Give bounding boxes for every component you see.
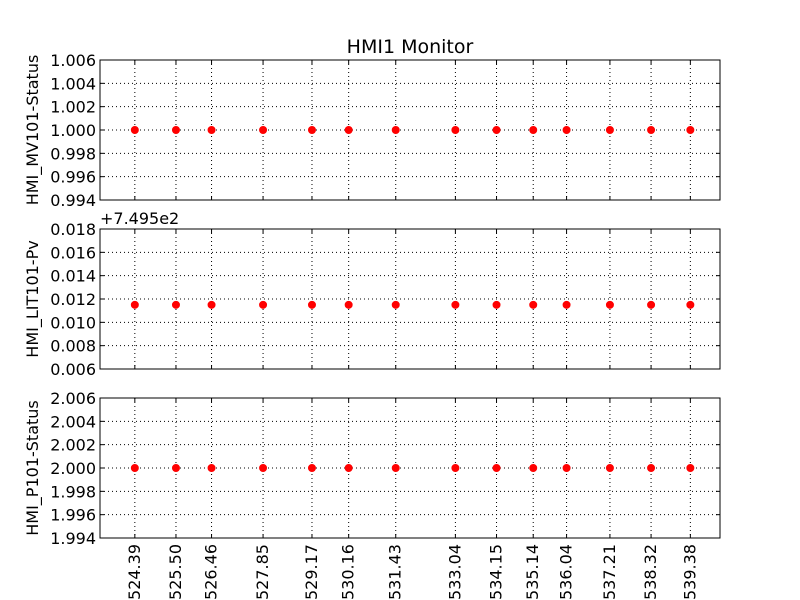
chart-title: HMI1 Monitor (347, 36, 474, 58)
panel-2-ytick-label: 0.010 (50, 313, 96, 332)
panel-2-offset-text: +7.495e2 (100, 209, 179, 228)
panel-2: 0.006 0.008 0.010 0.012 0.014 0.016 0.018 HMI_L… (23, 209, 721, 379)
x-tick-label: 527.85 (253, 544, 272, 600)
panel-1-point (686, 126, 695, 134)
panel-2-ytick-label: 0.018 (50, 220, 96, 239)
panel-3-point (451, 464, 460, 472)
panel-1-ylabel: HMI_MV101-Status (23, 55, 43, 206)
panel-2-ytick-label: 0.016 (50, 243, 96, 262)
panel-3-point (207, 464, 216, 472)
panel-2-point (130, 300, 139, 309)
panel-2-point (647, 300, 656, 309)
panel-1-point (562, 126, 571, 134)
panel-1-point (344, 126, 353, 134)
panel-1-point (647, 126, 656, 134)
panel-3-point (259, 464, 268, 472)
panel-1-point (391, 126, 400, 134)
panel-2-ytick-label: 0.012 (50, 290, 96, 309)
panel-2-point (391, 300, 400, 309)
panel-1-point (529, 126, 538, 134)
panel-3-ytick-label: 1.994 (50, 529, 96, 548)
x-tick-label: 534.15 (487, 544, 506, 600)
panel-3-frame (99, 397, 721, 539)
x-tick-label: 533.04 (445, 544, 464, 600)
x-tick-label: 536.04 (557, 544, 576, 600)
x-tick-label: 539.38 (680, 544, 699, 600)
panel-3-point (647, 464, 656, 472)
panel-3-point (605, 464, 614, 472)
panel-1-ytick-label: 0.994 (50, 191, 96, 210)
panel-2-frame (99, 228, 721, 370)
panel-2-point (207, 300, 216, 309)
x-tick-label: 524.39 (125, 544, 144, 600)
panel-1-point (171, 126, 180, 134)
panel-1-point (492, 126, 501, 134)
panel-1-point (259, 126, 268, 134)
x-tick-label: 530.16 (339, 544, 358, 600)
panel-1-ytick-label: 0.998 (50, 144, 96, 163)
panel-2-point (307, 300, 316, 309)
panel-2-point (562, 300, 571, 309)
panel-1-point (307, 126, 316, 134)
panel-2-ytick-label: 0.006 (50, 360, 96, 379)
panel-3-ytick-label: 2.002 (50, 436, 96, 455)
panel-1-frame (99, 59, 721, 201)
panel-3-ytick-label: 2.000 (50, 459, 96, 478)
panel-1-point (605, 126, 614, 134)
x-tick-label: 525.50 (166, 544, 185, 600)
x-tick-label: 535.14 (523, 544, 542, 600)
panel-3-point (562, 464, 571, 472)
panel-1: 0.994 0.996 0.998 1.000 1.002 1.004 1.006 HMI_M… (23, 51, 721, 210)
panel-3-ytick-label: 1.998 (50, 482, 96, 501)
panel-3-ytick-label: 2.004 (50, 412, 96, 431)
panel-3-point (130, 464, 139, 472)
x-tick-label: 537.21 (600, 544, 619, 600)
panel-3: 1.994 1.996 1.998 2.000 2.002 2.004 2.006 HMI_P… (23, 389, 721, 548)
panel-2-point (686, 300, 695, 309)
panel-3-point (171, 464, 180, 472)
panel-2-ylabel: HMI_LIT101-Pv (23, 240, 43, 357)
x-tick-label: 529.17 (302, 544, 321, 600)
panel-2-point (492, 300, 501, 309)
panel-2-point (259, 300, 268, 309)
x-tick-label: 526.46 (202, 544, 221, 600)
panel-3-ytick-label: 1.996 (50, 506, 96, 525)
panel-1-ytick-label: 1.006 (50, 51, 96, 70)
panel-2-point (451, 300, 460, 309)
panel-2-point (344, 300, 353, 309)
panel-3-point (307, 464, 316, 472)
panel-1-ytick-label: 1.004 (50, 74, 96, 93)
panel-1-point (451, 126, 460, 134)
panel-3-point (529, 464, 538, 472)
panel-2-point (171, 300, 180, 309)
panel-3-point (391, 464, 400, 472)
panel-2-point (529, 300, 538, 309)
panel-2-point (605, 300, 614, 309)
x-tick-label: 531.43 (386, 544, 405, 600)
panel-2-ytick-label: 0.008 (50, 337, 96, 356)
x-tick-label: 538.32 (641, 544, 660, 600)
panel-1-point (130, 126, 139, 134)
panel-1-ytick-label: 1.002 (50, 98, 96, 117)
panel-1-point (207, 126, 216, 134)
panel-3-point (344, 464, 353, 472)
panel-1-ytick-label: 0.996 (50, 168, 96, 187)
panel-3-ytick-label: 2.006 (50, 389, 96, 408)
panel-3-point (492, 464, 501, 472)
panel-3-point (686, 464, 695, 472)
panel-2-ytick-label: 0.014 (50, 267, 96, 286)
panel-1-ytick-label: 1.000 (50, 121, 96, 140)
panel-3-ylabel: HMI_P101-Status (23, 400, 43, 536)
